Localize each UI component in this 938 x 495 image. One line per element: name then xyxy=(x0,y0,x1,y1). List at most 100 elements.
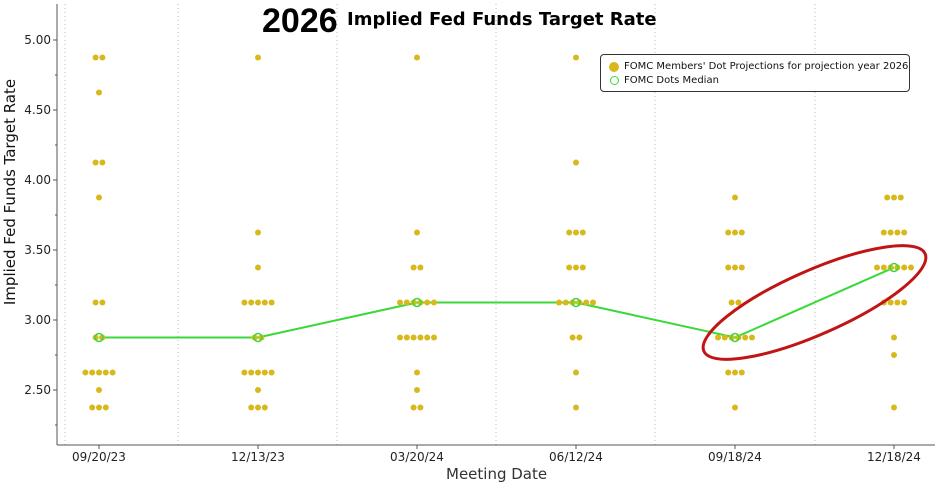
dot-point xyxy=(874,264,880,271)
dot-point xyxy=(897,194,904,201)
dot-point xyxy=(887,229,894,236)
x-tick-label: 09/20/23 xyxy=(72,450,126,464)
median-line xyxy=(99,266,895,339)
dot-point xyxy=(99,54,106,61)
median-markers xyxy=(94,262,899,343)
x-tick-label: 09/18/24 xyxy=(708,450,762,464)
dot-point xyxy=(82,369,89,376)
dot-point xyxy=(96,404,102,411)
dot-point xyxy=(562,299,569,306)
dot-point xyxy=(424,299,431,306)
dot-point xyxy=(89,404,96,411)
dot-point xyxy=(894,229,901,236)
dot-point xyxy=(908,264,914,271)
dot-point xyxy=(742,334,749,341)
dot-point xyxy=(725,369,732,376)
dot-point xyxy=(414,229,420,236)
dot-point xyxy=(102,404,109,411)
dot-point xyxy=(89,369,96,376)
dot-point xyxy=(261,369,268,376)
dot-point xyxy=(880,264,887,271)
legend: FOMC Members' Dot Projections for projec… xyxy=(600,54,910,92)
dot-point xyxy=(410,404,417,411)
dot-point xyxy=(732,229,738,236)
dot-point xyxy=(725,229,732,236)
dot-point xyxy=(268,299,275,306)
dot-point xyxy=(414,369,420,376)
dot-point xyxy=(403,334,410,341)
legend-item-median: FOMC Dots Median xyxy=(609,75,719,86)
dot-point xyxy=(424,334,431,341)
dot-point xyxy=(590,299,596,306)
x-axis-label: Meeting Date xyxy=(446,465,548,483)
legend-ring-icon xyxy=(610,76,619,85)
median-marker xyxy=(412,297,422,308)
dot-point xyxy=(579,229,586,236)
dot-point xyxy=(884,194,891,201)
dot-point xyxy=(255,264,261,271)
chart-title-year: 2026 xyxy=(262,2,338,40)
median-marker xyxy=(889,262,899,273)
dot-point xyxy=(891,334,897,341)
dot-point xyxy=(569,334,576,341)
grid-lines xyxy=(64,4,816,445)
dot-point xyxy=(102,369,109,376)
dot-point xyxy=(738,369,745,376)
dot-point xyxy=(573,229,579,236)
y-tick-label: 2.50 xyxy=(24,383,51,397)
dot-point xyxy=(715,334,721,341)
dot-point xyxy=(255,54,261,61)
median-marker xyxy=(730,332,740,343)
axes xyxy=(53,4,935,449)
dot-point xyxy=(99,299,106,306)
dot-point xyxy=(96,194,102,201)
dot-point xyxy=(573,404,579,411)
dot-point xyxy=(728,299,735,306)
legend-item-dots: FOMC Members' Dot Projections for projec… xyxy=(609,61,908,72)
dot-point xyxy=(248,299,255,306)
dot-point xyxy=(417,334,424,341)
dot-point xyxy=(431,299,437,306)
highlight-ellipse xyxy=(701,244,928,361)
dot-point xyxy=(721,334,728,341)
dot-point xyxy=(566,264,573,271)
dot-point xyxy=(732,404,738,411)
y-tick-label: 5.00 xyxy=(24,33,51,47)
dot-point xyxy=(431,334,437,341)
dot-point xyxy=(579,264,586,271)
dot-series xyxy=(82,54,914,411)
dot-point xyxy=(109,369,116,376)
dot-point xyxy=(894,299,901,306)
dot-point xyxy=(732,369,738,376)
dot-point xyxy=(403,299,410,306)
tick-labels: 2.50 3.00 3.50 4.00 4.50 5.00 09/20/23 12/13/23… xyxy=(24,33,921,464)
dot-point xyxy=(397,299,403,306)
dot-point xyxy=(414,54,420,61)
median-marker xyxy=(94,332,104,343)
dot-point xyxy=(891,404,897,411)
dot-point xyxy=(749,334,755,341)
dot-point xyxy=(573,264,579,271)
y-tick-label: 4.50 xyxy=(24,103,51,117)
median-series xyxy=(99,266,895,339)
dot-point xyxy=(891,194,897,201)
dot-point xyxy=(241,369,248,376)
x-tick-label: 12/13/23 xyxy=(231,450,285,464)
dot-point xyxy=(255,387,261,393)
dot-point xyxy=(901,264,908,271)
legend-dots-label: FOMC Members' Dot Projections for projec… xyxy=(624,61,909,72)
y-tick-label: 4.00 xyxy=(24,173,51,187)
dot-point xyxy=(735,299,742,306)
y-axis-label: Implied Fed Funds Target Rate xyxy=(1,78,19,306)
dot-point xyxy=(261,404,268,411)
dot-point xyxy=(417,264,424,271)
dot-point xyxy=(738,264,745,271)
dot-point xyxy=(248,369,255,376)
legend-median-label: FOMC Dots Median xyxy=(624,75,719,86)
dot-point xyxy=(92,159,99,166)
dot-point xyxy=(261,299,268,306)
dot-point xyxy=(573,369,579,376)
dot-point xyxy=(99,159,106,166)
dot-point xyxy=(901,299,908,306)
dot-point xyxy=(255,299,261,306)
